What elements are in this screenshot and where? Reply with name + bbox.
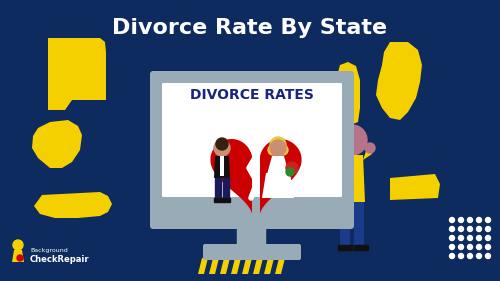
Circle shape	[486, 217, 490, 223]
Polygon shape	[210, 139, 252, 214]
Circle shape	[458, 244, 464, 250]
Circle shape	[458, 226, 464, 232]
Bar	[338, 245, 352, 250]
Polygon shape	[327, 184, 340, 200]
Circle shape	[458, 253, 464, 259]
Circle shape	[468, 253, 472, 259]
Circle shape	[17, 255, 23, 261]
Polygon shape	[32, 120, 82, 168]
Circle shape	[270, 137, 286, 153]
Polygon shape	[220, 156, 224, 176]
Text: Divorce Rate By State: Divorce Rate By State	[112, 18, 388, 38]
Circle shape	[450, 244, 454, 250]
Polygon shape	[34, 192, 112, 218]
Polygon shape	[48, 38, 106, 110]
Circle shape	[468, 235, 472, 241]
Polygon shape	[242, 258, 252, 274]
Text: Background: Background	[30, 248, 68, 253]
Circle shape	[286, 162, 298, 174]
Circle shape	[476, 253, 482, 259]
Circle shape	[176, 86, 220, 130]
Polygon shape	[260, 139, 302, 214]
Polygon shape	[363, 146, 374, 160]
Polygon shape	[266, 156, 290, 178]
Bar	[214, 198, 222, 202]
Circle shape	[476, 217, 482, 223]
Polygon shape	[264, 258, 274, 274]
Polygon shape	[327, 162, 341, 188]
Circle shape	[286, 168, 294, 176]
Polygon shape	[390, 174, 440, 200]
Circle shape	[486, 226, 490, 232]
Circle shape	[214, 140, 230, 156]
Bar	[354, 245, 368, 250]
Circle shape	[476, 226, 482, 232]
Circle shape	[486, 253, 490, 259]
Circle shape	[468, 244, 472, 250]
Circle shape	[458, 217, 464, 223]
Polygon shape	[198, 258, 208, 274]
Circle shape	[476, 235, 482, 241]
FancyBboxPatch shape	[150, 71, 354, 229]
Polygon shape	[209, 258, 219, 274]
Circle shape	[450, 217, 454, 223]
Polygon shape	[376, 42, 422, 120]
Polygon shape	[354, 202, 364, 245]
Bar	[223, 178, 229, 198]
Polygon shape	[339, 155, 365, 202]
Circle shape	[450, 235, 454, 241]
Circle shape	[270, 140, 286, 156]
Text: CheckRepair: CheckRepair	[30, 255, 90, 264]
Circle shape	[268, 145, 278, 155]
Polygon shape	[12, 250, 24, 262]
Bar	[237, 226, 265, 246]
Polygon shape	[262, 173, 294, 198]
Circle shape	[216, 138, 228, 150]
Circle shape	[13, 240, 23, 250]
Circle shape	[365, 143, 375, 153]
Polygon shape	[253, 258, 263, 274]
Circle shape	[476, 244, 482, 250]
Circle shape	[486, 244, 490, 250]
Circle shape	[486, 235, 490, 241]
Polygon shape	[340, 202, 350, 245]
Bar	[215, 178, 221, 198]
Polygon shape	[214, 156, 230, 178]
Circle shape	[337, 125, 367, 155]
Polygon shape	[275, 258, 285, 274]
Circle shape	[168, 78, 228, 138]
Circle shape	[458, 235, 464, 241]
Circle shape	[278, 145, 288, 155]
Polygon shape	[231, 258, 241, 274]
Bar	[222, 198, 230, 202]
FancyBboxPatch shape	[203, 244, 301, 260]
Circle shape	[450, 226, 454, 232]
FancyBboxPatch shape	[162, 83, 342, 197]
Text: DIVORCE RATES: DIVORCE RATES	[190, 88, 314, 102]
Circle shape	[468, 226, 472, 232]
Polygon shape	[336, 62, 360, 126]
Circle shape	[468, 217, 472, 223]
Circle shape	[450, 253, 454, 259]
Polygon shape	[220, 258, 230, 274]
